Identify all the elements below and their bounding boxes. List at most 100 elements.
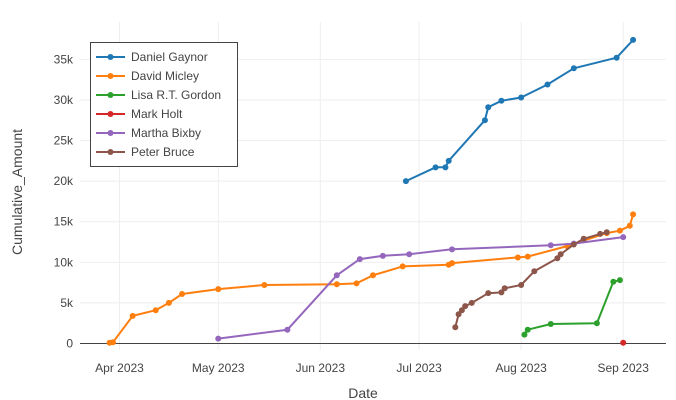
series-daniel-gaynor (402, 36, 637, 185)
legend-label: David Micley (131, 69, 199, 83)
data-point (630, 36, 637, 43)
data-point (620, 339, 627, 346)
y-tick-label: 0 (66, 337, 73, 351)
data-point (333, 272, 340, 279)
data-point (485, 104, 492, 111)
data-point (455, 311, 462, 318)
y-tick-label: 10k (54, 255, 74, 269)
data-point (544, 81, 551, 88)
x-tick-label: Apr 2023 (95, 361, 144, 375)
data-point (370, 272, 376, 279)
data-point (498, 289, 505, 296)
data-point (580, 235, 587, 242)
data-point (616, 277, 623, 284)
x-tick-label: Jul 2023 (396, 361, 442, 375)
data-point (603, 229, 610, 236)
y-tick-label: 25k (54, 134, 74, 148)
legend: Daniel Gaynor David Micley Lisa R.T. Gordo… (90, 42, 238, 167)
data-point (610, 278, 617, 285)
data-point (452, 324, 459, 331)
series-lines (106, 36, 637, 346)
data-point (462, 303, 469, 310)
data-point (547, 321, 554, 328)
data-point (284, 326, 291, 333)
data-point (531, 268, 538, 275)
data-point (261, 282, 268, 289)
x-tick-label: Aug 2023 (495, 361, 547, 375)
data-point (524, 326, 531, 333)
y-tick-label: 30k (54, 93, 74, 107)
x-tick-label: May 2023 (192, 361, 245, 375)
data-point (518, 94, 525, 101)
legend-swatch-marker (107, 130, 114, 136)
data-point (521, 331, 528, 338)
data-point (485, 290, 492, 297)
legend-swatch-marker (107, 111, 114, 117)
data-point (593, 320, 600, 327)
y-tick-label: 35k (54, 52, 74, 66)
data-point (399, 263, 406, 270)
data-point (630, 211, 637, 218)
legend-label: Daniel Gaynor (131, 50, 208, 64)
legend-swatch-marker (107, 149, 114, 155)
data-point (524, 253, 531, 260)
data-point (379, 252, 386, 259)
legend-item: Martha Bixby (96, 126, 201, 140)
data-point (570, 65, 577, 72)
series-peter-bruce (452, 229, 610, 331)
x-tick-label: Jun 2023 (296, 361, 346, 375)
legend-box (90, 42, 238, 167)
data-point (442, 164, 449, 171)
series-david-micley (106, 211, 637, 346)
y-tick-label: 5k (60, 296, 74, 310)
gridlines (80, 22, 666, 350)
data-point (501, 285, 508, 292)
data-point (547, 242, 554, 249)
data-point (449, 246, 456, 253)
x-tick-label: Sep 2023 (598, 361, 650, 375)
data-point (333, 281, 340, 288)
legend-item: Mark Holt (96, 107, 183, 121)
data-point (445, 157, 452, 164)
data-point (356, 256, 363, 263)
data-point (152, 307, 159, 314)
y-tick-label: 15k (54, 215, 74, 229)
data-point (449, 260, 456, 267)
legend-swatch-marker (107, 73, 114, 79)
data-point (518, 282, 525, 289)
y-tick-labels: 0 5k 10k 15k 20k 25k 30k 35k (54, 52, 74, 350)
series-mark-holt (620, 339, 627, 346)
data-point (613, 54, 620, 61)
y-tick-label: 20k (54, 174, 74, 188)
data-point (215, 286, 222, 293)
x-tick-labels: Apr 2023 May 2023 Jun 2023 Jul 2023 Aug 2023… (95, 361, 649, 375)
data-point (597, 230, 604, 237)
legend-label: Martha Bixby (131, 126, 201, 140)
legend-label: Lisa R.T. Gordon (131, 88, 221, 102)
legend-label: Peter Bruce (131, 145, 195, 159)
legend-item: Daniel Gaynor (96, 50, 208, 64)
data-point (215, 335, 222, 342)
data-point (557, 251, 564, 258)
data-point (109, 339, 116, 346)
data-point (554, 255, 561, 262)
data-point (432, 164, 439, 171)
legend-item: David Micley (96, 69, 199, 83)
data-point (481, 117, 488, 124)
data-point (402, 178, 409, 185)
legend-swatch-marker (107, 92, 114, 98)
data-point (620, 234, 627, 241)
data-point (468, 299, 475, 306)
series-lisa-r-t-gordon (521, 277, 623, 338)
data-point (353, 280, 360, 287)
data-point (165, 299, 172, 306)
data-point (179, 290, 186, 297)
data-point (616, 227, 623, 234)
data-point (570, 241, 577, 248)
legend-item: Lisa R.T. Gordon (96, 88, 221, 102)
data-point (514, 254, 521, 261)
data-point (626, 222, 633, 229)
legend-label: Mark Holt (131, 107, 183, 121)
data-point (129, 312, 136, 319)
